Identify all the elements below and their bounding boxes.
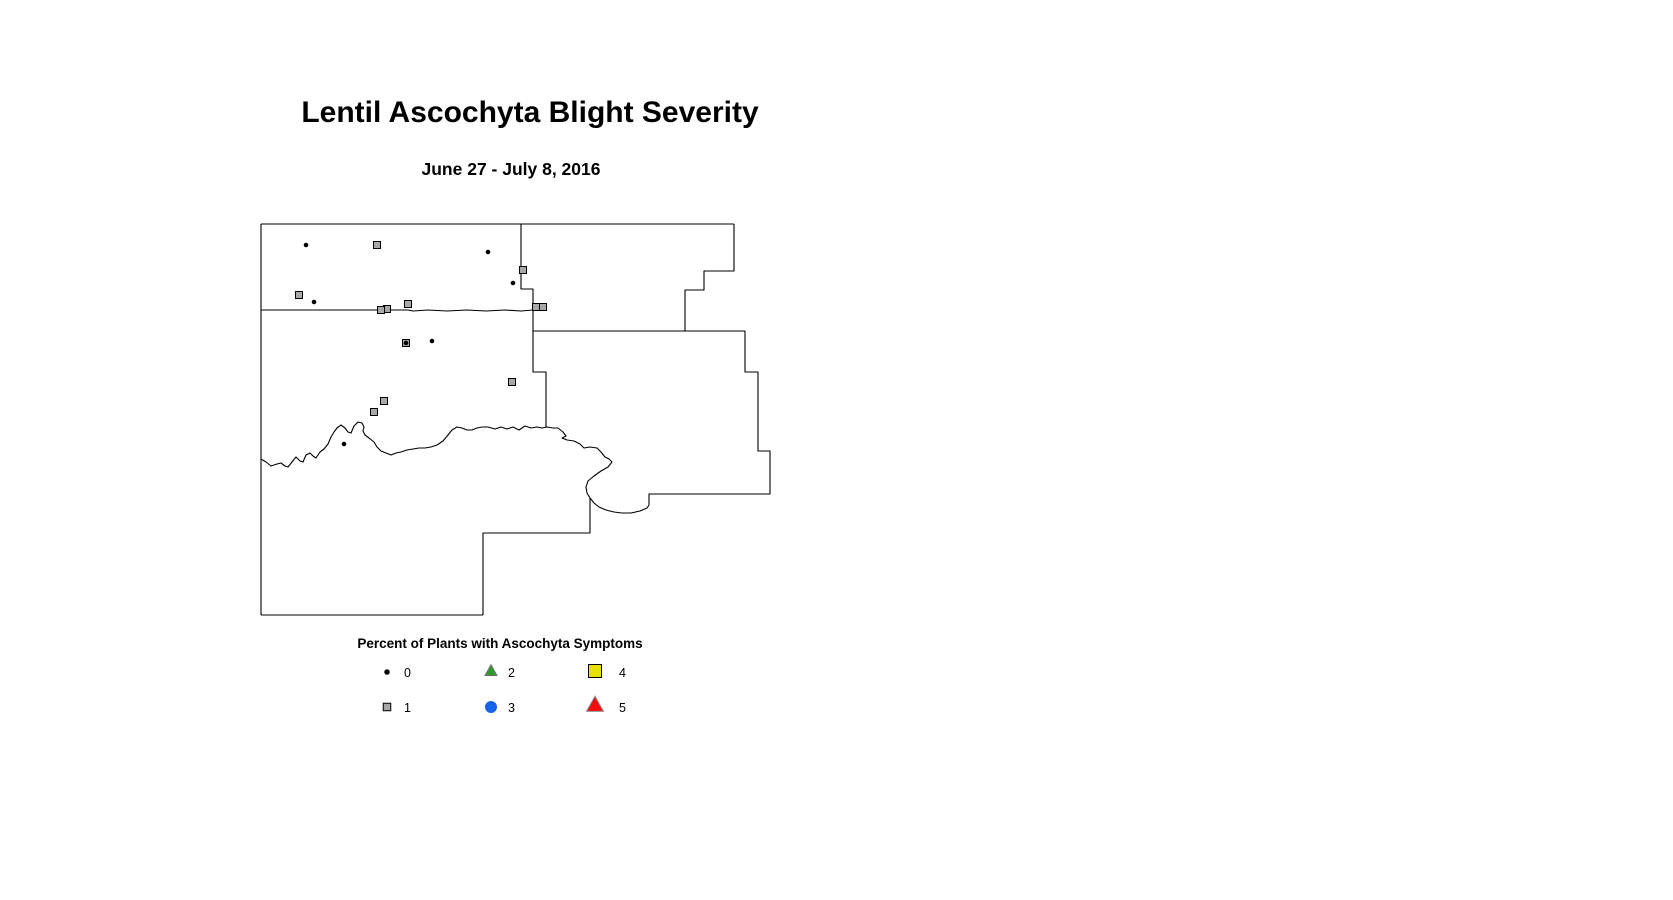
boundary-southeast-steps: [482, 498, 591, 615]
map-point-severity-0: [485, 249, 491, 255]
legend-symbol-3: [485, 701, 497, 713]
legend-symbol-0: [384, 669, 390, 675]
legend-item-label-5: 5: [619, 701, 626, 715]
map-point-severity-1: [370, 408, 378, 416]
page-subtitle: June 27 - July 8, 2016: [422, 159, 601, 179]
map-point-severity-1: [377, 306, 385, 314]
map-point-severity-0: [403, 340, 409, 346]
map-points-layer: [295, 241, 547, 447]
map-point-severity-0: [311, 299, 317, 305]
map-point-severity-1: [532, 303, 540, 311]
map-point-severity-1: [373, 241, 381, 249]
boundary-mid-county-line: [261, 309, 534, 312]
map-point-severity-0: [303, 242, 309, 248]
map-point-severity-1: [380, 397, 388, 405]
map-point-severity-1: [539, 303, 547, 311]
legend-item-label-1: 1: [404, 701, 411, 715]
legend-item-label-3: 3: [508, 701, 515, 715]
legend-symbol-5: [585, 695, 605, 712]
map-point-severity-1: [519, 266, 527, 274]
boundary-northeast-county: [684, 224, 735, 331]
county-boundaries: [260, 223, 771, 616]
legend-item-label-2: 2: [508, 666, 515, 680]
map-point-severity-1: [404, 300, 412, 308]
boundary-central-jog: [520, 224, 547, 427]
legend-item-label-0: 0: [404, 666, 411, 680]
map-point-severity-1: [508, 378, 516, 386]
boundary-river: [260, 421, 650, 514]
legend-title: Percent of Plants with Ascochyta Symptom…: [357, 636, 642, 651]
map-point-severity-0: [510, 280, 516, 286]
map-point-severity-1: [295, 291, 303, 299]
map-point-severity-0: [429, 338, 435, 344]
legend-symbol-4: [588, 664, 602, 678]
legend-symbol-2: [484, 663, 498, 677]
legend-symbol-1: [382, 702, 392, 712]
legend-item-label-4: 4: [619, 666, 626, 680]
page-title: Lentil Ascochyta Blight Severity: [301, 96, 759, 129]
legend-items-layer: 0 1 2 3 4 5: [382, 663, 626, 715]
map-point-severity-0: [341, 441, 347, 447]
boundary-east-county: [533, 330, 771, 505]
